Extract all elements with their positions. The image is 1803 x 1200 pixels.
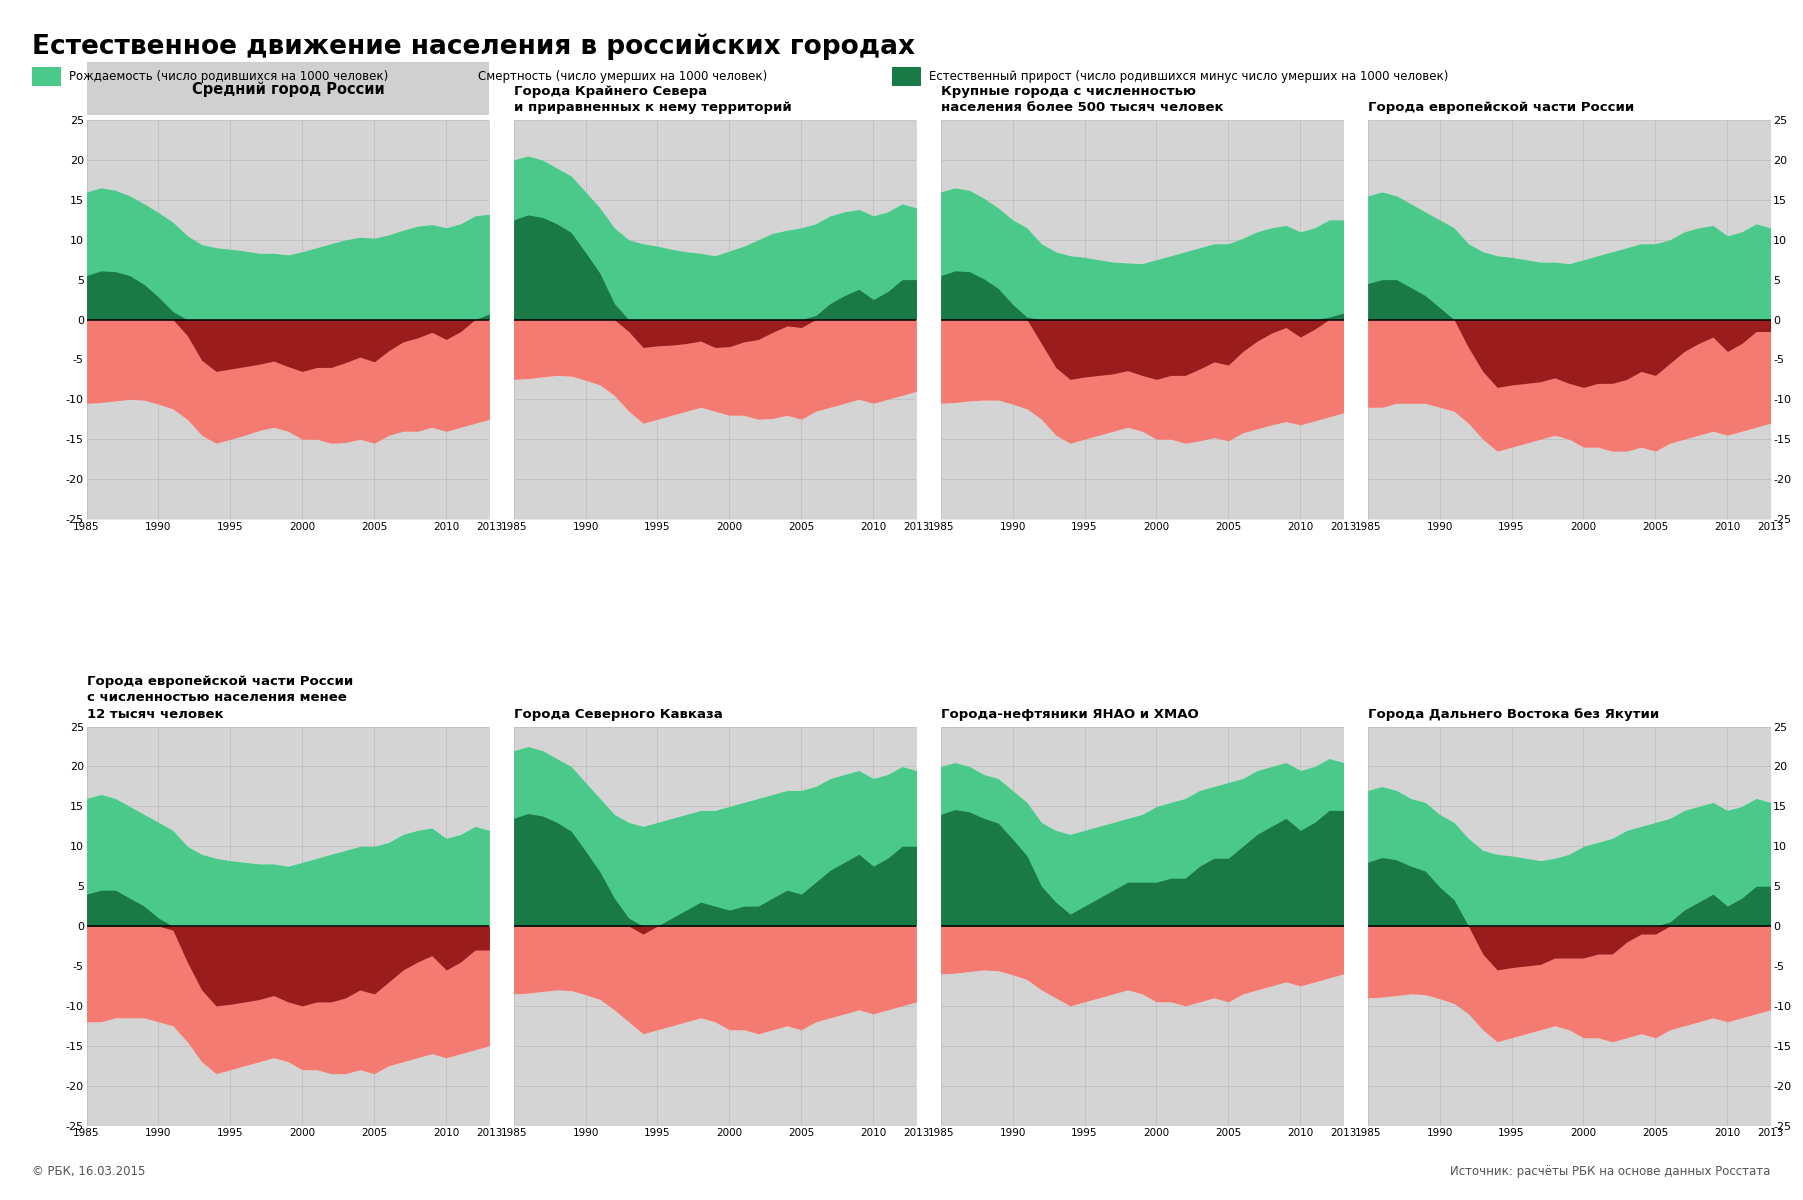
Text: Города Дальнего Востока без Якутии: Города Дальнего Востока без Якутии bbox=[1368, 708, 1659, 720]
Text: Города Крайнего Севера
и приравненных к нему территорий: Города Крайнего Севера и приравненных к … bbox=[514, 84, 792, 114]
Text: Смертность (число умерших на 1000 человек): Смертность (число умерших на 1000 челове… bbox=[478, 71, 766, 83]
Text: Естественный прирост (число родившихся минус число умерших на 1000 человек): Естественный прирост (число родившихся м… bbox=[929, 71, 1448, 83]
Text: Средний город России: Средний город России bbox=[191, 82, 384, 96]
Text: Города Северного Кавказа: Города Северного Кавказа bbox=[514, 708, 723, 720]
Text: Источник: расчёты РБК на основе данных Росстата: Источник: расчёты РБК на основе данных Р… bbox=[1450, 1165, 1771, 1178]
Text: © РБК, 16.03.2015: © РБК, 16.03.2015 bbox=[32, 1165, 146, 1178]
Text: Города европейской части России
с численностью населения менее
12 тысяч человек: Города европейской части России с числен… bbox=[87, 674, 353, 720]
Text: Рождаемость (число родившихся на 1000 человек): Рождаемость (число родившихся на 1000 че… bbox=[69, 71, 388, 83]
Text: Крупные города с численностью
населения более 500 тысяч человек: Крупные города с численностью населения … bbox=[941, 84, 1222, 114]
Text: Города-нефтяники ЯНАО и ХМАО: Города-нефтяники ЯНАО и ХМАО bbox=[941, 708, 1199, 720]
Text: Естественное движение населения в российских городах: Естественное движение населения в россий… bbox=[32, 34, 916, 60]
Text: Города европейской части России: Города европейской части России bbox=[1368, 101, 1634, 114]
